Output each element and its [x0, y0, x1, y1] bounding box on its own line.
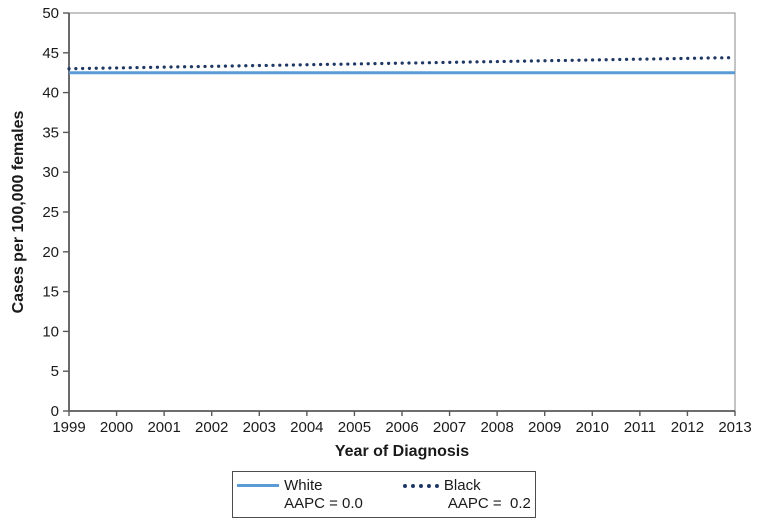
y-tick-label: 25	[42, 204, 59, 221]
x-tick-label: 2005	[338, 419, 371, 436]
y-tick-label: 0	[51, 403, 59, 420]
x-tick-label: 2007	[433, 419, 466, 436]
x-tick-label: 2000	[100, 419, 133, 436]
y-tick-label: 20	[42, 244, 59, 261]
y-tick-label: 5	[51, 363, 59, 380]
black-aapc-label: AAPC = 0.2	[447, 495, 531, 512]
x-tick-label: 2001	[147, 419, 180, 436]
white-aapc-label: AAPC = 0.0	[284, 495, 363, 512]
legend: White AAPC = 0.0 Black AAPC = 0.2	[232, 471, 536, 518]
y-tick-label: 45	[42, 45, 59, 62]
plot-area: 0 5 10 15 20 25 30 35 40 45 50 1999 2000 2001 2002 2003…	[42, 5, 751, 436]
x-tick-label: 2011	[624, 419, 656, 436]
y-tick-label: 10	[42, 323, 59, 340]
x-tick-label: 1999	[52, 419, 85, 436]
white-solid-line-sample-icon	[237, 484, 280, 487]
black-dotted-line-sample-icon	[402, 483, 439, 488]
x-axis-title: Year of Diagnosis	[334, 443, 470, 460]
y-tick-label: 50	[42, 5, 59, 22]
y-tick-label: 15	[42, 284, 59, 301]
x-tick-label: 2004	[290, 419, 323, 436]
y-tick-label: 40	[42, 85, 59, 102]
x-tick-label: 2009	[528, 419, 561, 436]
x-tick-label: 2002	[195, 419, 228, 436]
x-tick-label: 2012	[671, 419, 704, 436]
legend-label-white: White	[284, 477, 323, 494]
legend-row-white: White	[237, 477, 363, 494]
legend-entry-black: Black AAPC = 0.2	[402, 477, 531, 512]
x-tick-label: 2008	[480, 419, 513, 436]
x-tick-label: 2003	[243, 419, 276, 436]
x-tick-label: 2013	[718, 419, 751, 436]
x-tick-label: 2010	[576, 419, 609, 436]
y-tick-label: 35	[42, 124, 59, 141]
y-tick-label: 30	[42, 164, 59, 181]
legend-entry-white: White AAPC = 0.0	[237, 477, 363, 512]
y-axis-title: Cases per 100,000 females	[10, 110, 27, 314]
legend-row-black: Black	[402, 477, 531, 494]
x-tick-label: 2006	[385, 419, 418, 436]
legend-label-black: Black	[443, 477, 481, 494]
series-line-black	[67, 55, 737, 71]
